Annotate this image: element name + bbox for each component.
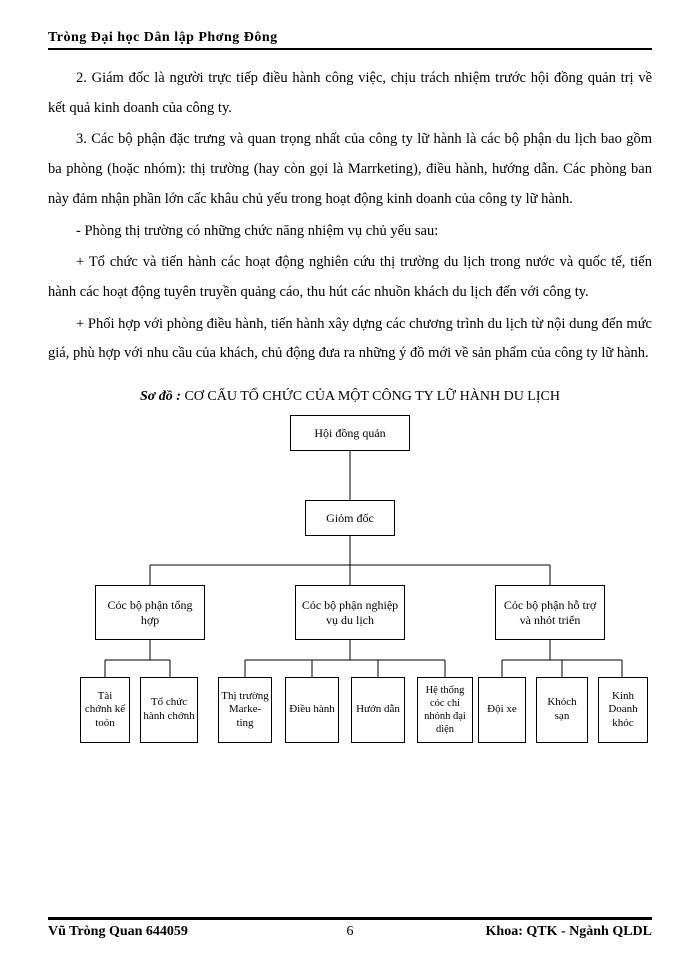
diagram-title: Sơ đồ : CƠ CẤU TỔ CHỨC CỦA MỘT CÔNG TY L… (48, 389, 652, 405)
node-label: Kinh Doanh khỏc (601, 690, 645, 731)
node-dept3: Cỏc bộ phận hỗ trợ và nhỏt triển (495, 585, 605, 640)
node-director: Giỏm đốc (305, 500, 395, 536)
node-label: Cỏc bộ phận hỗ trợ và nhỏt triển (498, 598, 602, 628)
node-label: Cỏc bộ phận nghiệp vụ du lịch (298, 598, 402, 628)
node-dept2: Cỏc bộ phận nghiệp vụ du lịch (295, 585, 405, 640)
node-leaf1: Tài chớnh kế toỏn (80, 677, 130, 743)
node-label: Đội xe (487, 703, 517, 717)
header-text: Tròng Đại học Dân lập Phơng Đông (48, 30, 278, 45)
footer-page-number: 6 (347, 924, 354, 940)
node-label: Khỏch sạn (539, 696, 585, 724)
node-label: Hội đồng quản (314, 426, 385, 441)
node-label: Cỏc bộ phận tổng hợp (98, 598, 202, 628)
diagram-title-text: CƠ CẤU TỔ CHỨC CỦA MỘT CÔNG TY LỮ HÀNH D… (181, 389, 560, 404)
node-leaf3: Thị trường Marke-ting (218, 677, 272, 743)
paragraph: 3. Các bộ phận đặc trưng và quan trọng n… (48, 125, 652, 214)
node-leaf2: Tổ chức hành chớnh (140, 677, 198, 743)
node-dept1: Cỏc bộ phận tổng hợp (95, 585, 205, 640)
node-label: Điều hành (289, 703, 335, 717)
node-leaf4: Điều hành (285, 677, 339, 743)
footer-right: Khoa: QTK - Ngành QLDL (486, 924, 652, 940)
node-label: Thị trường Marke-ting (221, 690, 269, 731)
paragraph: 2. Giám đốc là người trực tiếp điều hành… (48, 64, 652, 123)
node-leaf5: Hướn dẫn (351, 677, 405, 743)
node-leaf6: Hệ thống cỏc chi nhỏnh đại diện (417, 677, 473, 743)
node-leaf9: Kinh Doanh khỏc (598, 677, 648, 743)
node-leaf7: Đội xe (478, 677, 526, 743)
node-label: Tổ chức hành chớnh (143, 696, 195, 724)
body-paragraphs: 2. Giám đốc là người trực tiếp điều hành… (48, 64, 652, 369)
diagram-title-prefix: Sơ đồ : (140, 389, 181, 404)
node-leaf8: Khỏch sạn (536, 677, 588, 743)
node-label: Hệ thống cỏc chi nhỏnh đại diện (420, 684, 470, 737)
org-chart: Hội đồng quản Giỏm đốc Cỏc bộ phận tổng … (50, 415, 650, 745)
paragraph: - Phòng thị trường có những chức năng nh… (48, 217, 652, 247)
footer-left: Vũ Tròng Quan 644059 (48, 924, 188, 940)
node-label: Giỏm đốc (326, 511, 374, 526)
paragraph: + Phối hợp với phòng điều hành, tiến hàn… (48, 310, 652, 369)
node-root: Hội đồng quản (290, 415, 410, 451)
paragraph: + Tổ chức và tiến hành các hoạt động ngh… (48, 248, 652, 307)
page-footer: Vũ Tròng Quan 644059 6 Khoa: QTK - Ngành… (48, 918, 652, 940)
page-header: Tròng Đại học Dân lập Phơng Đông (48, 28, 652, 50)
node-label: Tài chớnh kế toỏn (83, 690, 127, 731)
node-label: Hướn dẫn (356, 703, 400, 717)
